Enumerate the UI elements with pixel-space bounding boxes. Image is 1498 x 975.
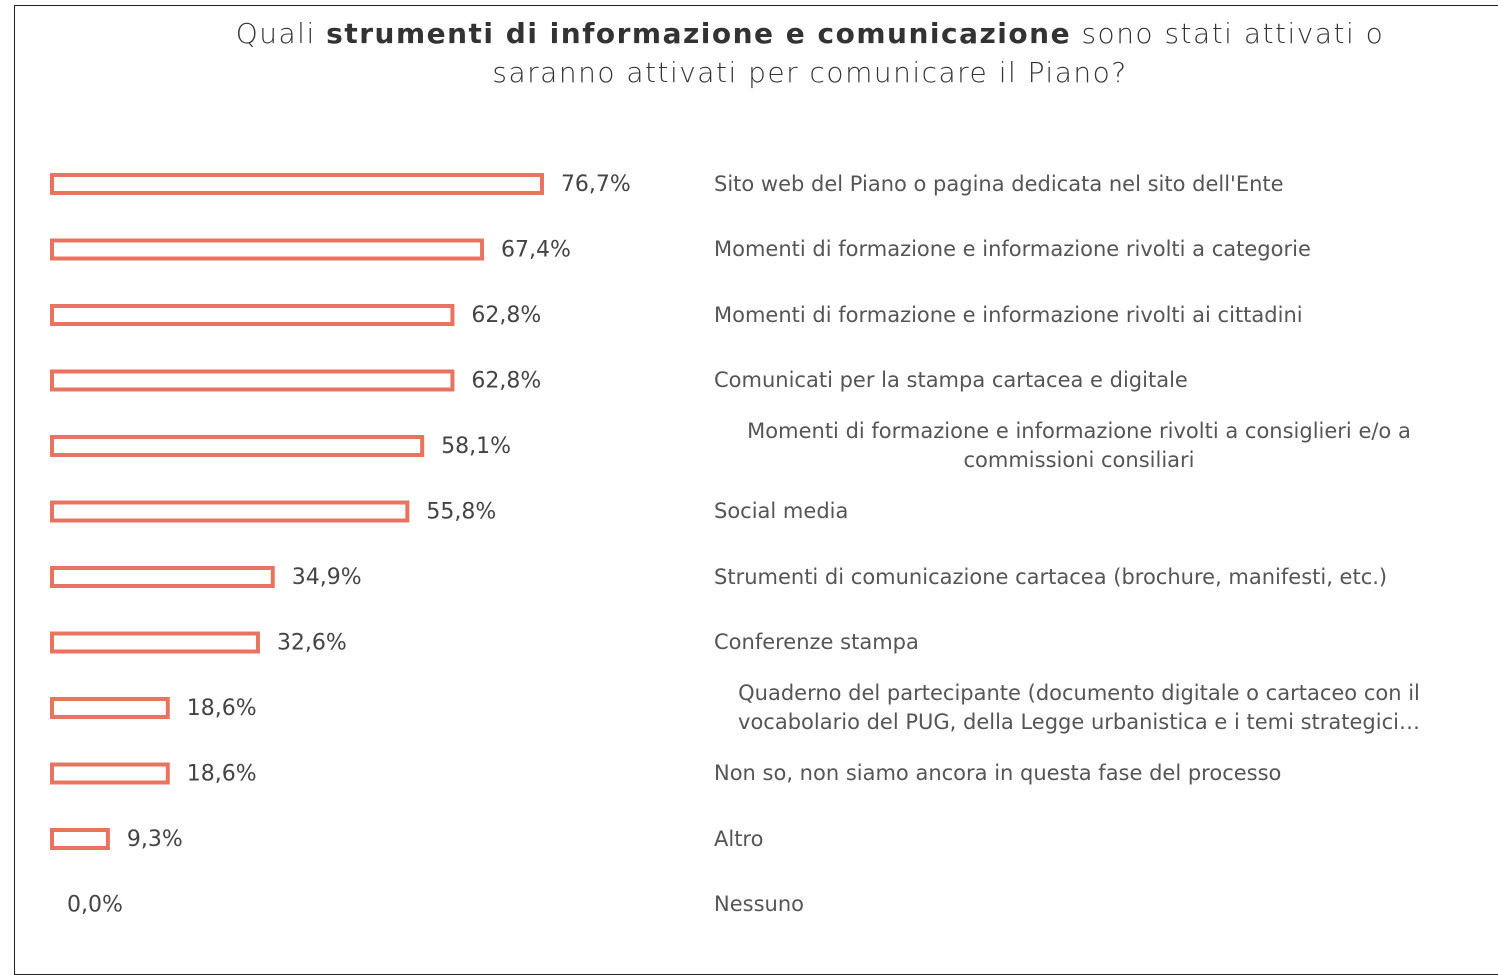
value-label: 34,9% — [292, 565, 362, 590]
bar — [50, 566, 275, 588]
title-bold: strumenti di informazione e comunicazion… — [326, 17, 1072, 50]
category-label: Comunicati per la stampa cartacea e digi… — [714, 368, 1188, 392]
bar — [50, 762, 170, 785]
value-label: 67,4% — [501, 238, 571, 263]
value-label: 18,6% — [187, 696, 257, 721]
bar — [50, 435, 425, 457]
value-label: 55,8% — [426, 500, 496, 525]
value-label: 76,7% — [561, 172, 631, 197]
value-label: 32,6% — [277, 631, 347, 656]
value-label: 0,0% — [67, 893, 123, 918]
title-part: Quali — [235, 17, 316, 50]
bar — [50, 304, 455, 326]
title-part: sono stati attivati o — [1081, 17, 1385, 50]
category-label: Altro — [714, 826, 764, 851]
category-label: Non so, non siamo ancora in questa fase … — [714, 761, 1282, 785]
category-label: Strumenti di comunicazione cartacea (bro… — [714, 564, 1388, 589]
category-label: Social media — [714, 499, 849, 523]
category-label: Nessuno — [714, 892, 804, 916]
category-label: Conferenze stampa — [714, 630, 919, 654]
bar — [50, 697, 170, 719]
category-label: Momenti di formazione e informazione riv… — [747, 419, 1411, 472]
title-part: saranno attivati per comunicare il Piano… — [492, 56, 1128, 89]
value-label: 18,6% — [187, 762, 257, 787]
category-label: Momenti di formazione e informazione riv… — [714, 237, 1311, 261]
category-label: Sito web del Piano o pagina dedicata nel… — [714, 171, 1284, 196]
bar — [50, 238, 485, 261]
value-label: 58,1% — [441, 434, 511, 459]
bar — [50, 173, 544, 195]
bar — [50, 500, 410, 523]
bar — [50, 828, 110, 850]
chart: 76,7% 67,4% 62,8% 62,8% 58,1% 55,8% 34,9% 32,6%… — [50, 172, 631, 918]
chart-title: Quali strumenti di informazione e comuni… — [200, 14, 1420, 92]
value-label: 62,8% — [471, 303, 541, 328]
value-label: 62,8% — [471, 369, 541, 394]
category-label: Momenti di formazione e informazione riv… — [714, 302, 1303, 327]
bar — [50, 369, 455, 392]
value-label: 9,3% — [127, 827, 183, 852]
category-label: Quaderno del partecipante (documento dig… — [738, 681, 1420, 734]
bar — [50, 631, 260, 654]
